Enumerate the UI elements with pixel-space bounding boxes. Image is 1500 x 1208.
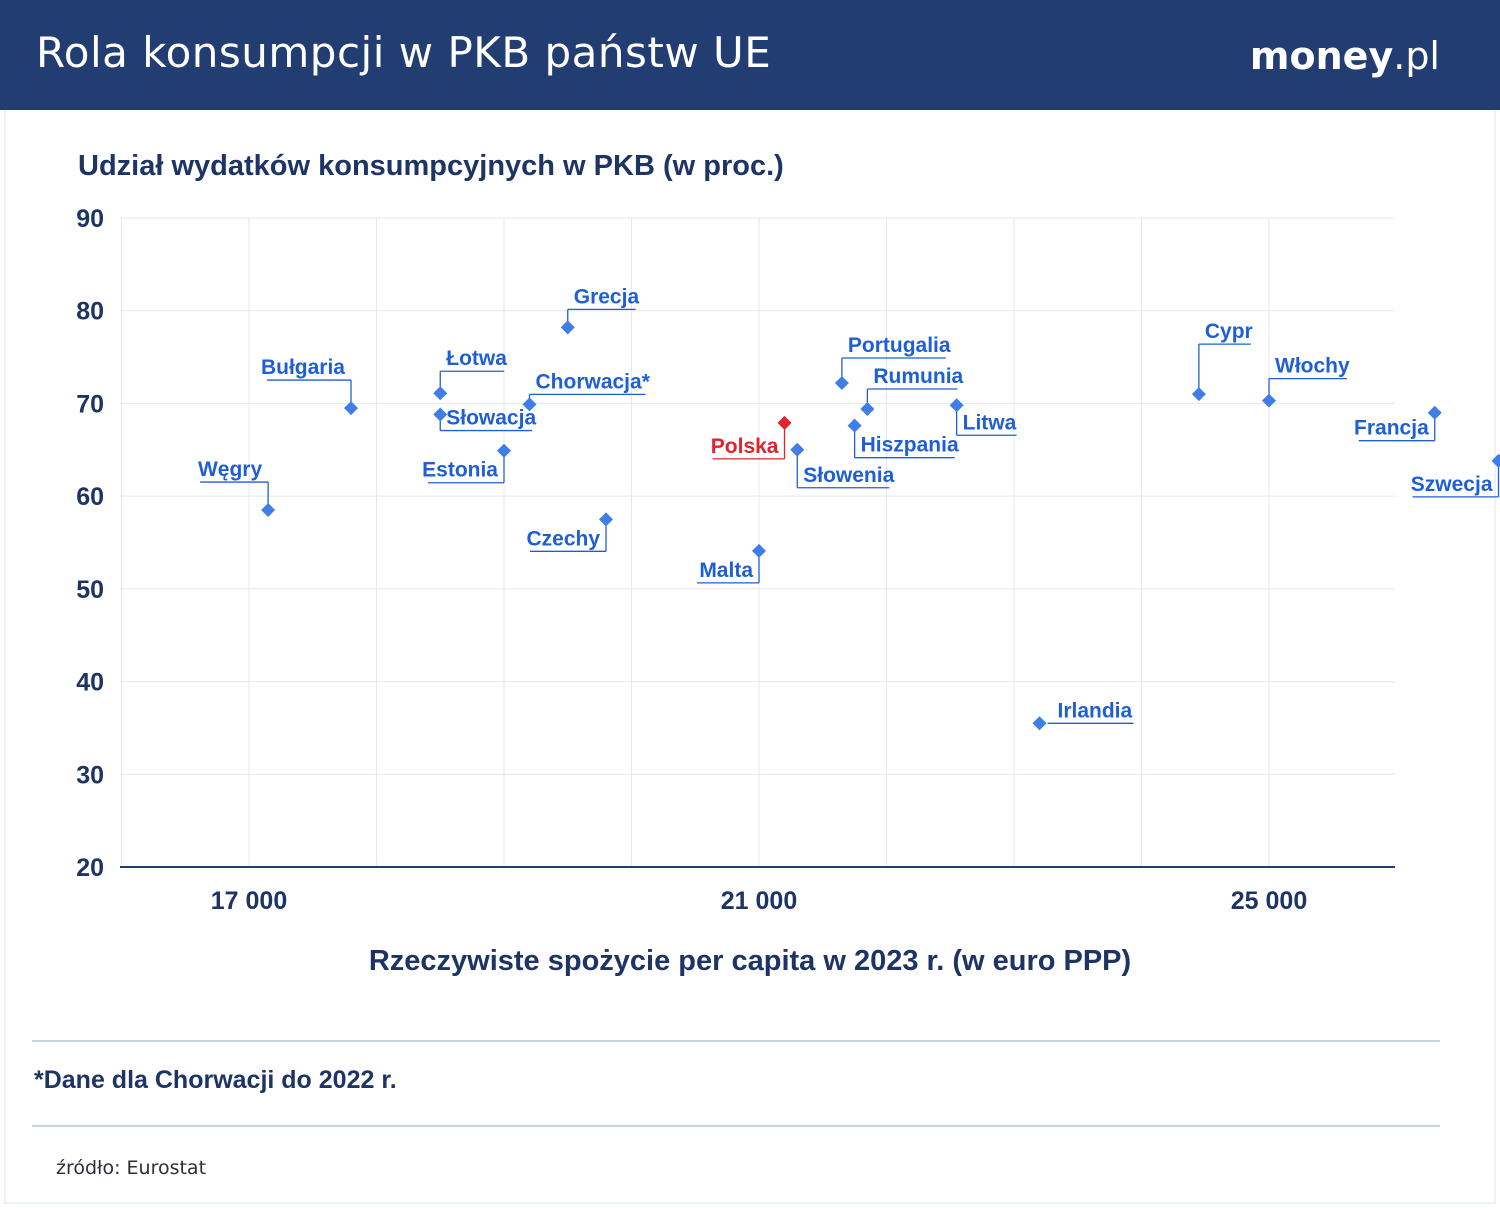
data-point	[1191, 387, 1206, 402]
source-note: źródło: Eurostat	[56, 1157, 207, 1179]
data-point	[344, 401, 358, 416]
content-frame	[4, 110, 1496, 1204]
logo-bold: money	[1249, 34, 1394, 78]
data-point	[522, 397, 537, 412]
point-label: Portugalia	[848, 334, 951, 357]
point-label: Chorwacja*	[536, 370, 651, 393]
data-point	[949, 398, 964, 413]
scatter-chart: Udział wydatków konsumpcyjnych w PKB (w …	[76, 150, 1500, 977]
point-label: Hiszpania	[861, 434, 959, 457]
y-tick-label: 50	[76, 576, 104, 604]
footer-divider-top	[32, 1040, 1440, 1042]
data-points	[261, 320, 1500, 731]
y-tick-label: 40	[76, 669, 104, 697]
point-label: Bułgaria	[261, 356, 345, 379]
point-label: Malta	[699, 559, 753, 582]
money-pl-logo: money.pl	[1250, 34, 1440, 78]
point-label: Rumunia	[873, 365, 963, 388]
data-point	[834, 376, 849, 391]
data-point	[560, 320, 575, 335]
point-label: Irlandia	[1058, 699, 1133, 722]
data-point	[433, 407, 448, 422]
data-point	[261, 503, 276, 518]
data-labels: Grecja Bułgaria Łotwa Chorwacja*Słowacja Węg…	[198, 285, 1493, 722]
point-label: Czechy	[526, 527, 600, 550]
y-tick-label: 30	[76, 761, 104, 789]
point-label: Szwecja	[1411, 473, 1493, 496]
data-point	[1262, 393, 1276, 408]
x-axis-title: Rzeczywiste spożycie per capita w 2023 r…	[369, 945, 1131, 977]
point-label: Litwa	[963, 411, 1017, 434]
point-label: Włochy	[1275, 355, 1350, 378]
data-point	[1491, 453, 1500, 468]
x-tick-label: 21 000	[721, 887, 797, 915]
point-label: Francja	[1354, 417, 1429, 440]
page-title: Rola konsumpcji w PKB państw UE	[36, 28, 772, 77]
point-label: Estonia	[422, 459, 498, 482]
data-point	[1032, 716, 1047, 731]
y-tick-label: 20	[76, 854, 104, 882]
point-label: Polska	[711, 435, 779, 458]
data-point	[847, 418, 862, 433]
point-label: Słowacja	[446, 407, 536, 430]
x-tick-label: 17 000	[211, 887, 287, 915]
point-label: Łotwa	[446, 347, 507, 370]
point-label: Węgry	[198, 458, 263, 481]
data-point	[1427, 405, 1442, 420]
y-tick-label: 60	[76, 483, 104, 511]
header-bar: Rola konsumpcji w PKB państw UE money.pl	[0, 0, 1500, 110]
x-tick-label: 25 000	[1231, 887, 1307, 915]
data-point	[599, 512, 613, 527]
y-tick-label: 70	[76, 390, 104, 418]
data-point	[790, 442, 805, 457]
footer-divider-bottom	[32, 1125, 1440, 1127]
point-label: Cypr	[1205, 320, 1253, 343]
point-label: Grecja	[574, 285, 640, 308]
data-point	[860, 401, 875, 416]
logo-suffix: .pl	[1393, 34, 1440, 78]
data-point	[497, 443, 511, 458]
y-tick-label: 80	[76, 298, 104, 326]
data-point	[777, 415, 792, 430]
label-leaders	[200, 308, 1500, 724]
data-point	[752, 543, 766, 558]
y-axis-ticks: 20 30 40 50 60 70 80 90	[76, 205, 104, 882]
chart-title: Udział wydatków konsumpcyjnych w PKB (w …	[78, 150, 784, 182]
y-tick-label: 90	[76, 205, 104, 233]
chart-grid	[120, 217, 1395, 867]
data-point	[433, 386, 448, 401]
point-label: Słowenia	[803, 464, 894, 487]
footnote: *Dane dla Chorwacji do 2022 r.	[34, 1066, 397, 1094]
